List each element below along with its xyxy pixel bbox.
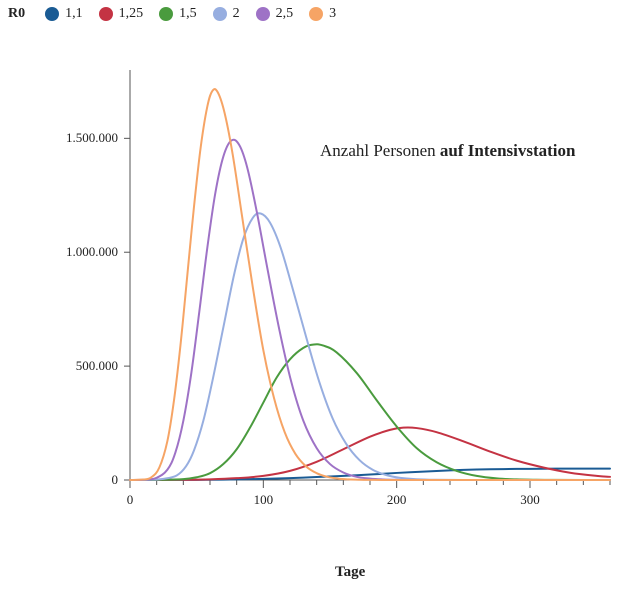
series-line — [130, 344, 610, 480]
series-line — [130, 427, 610, 480]
legend-swatch — [45, 7, 59, 21]
plot-svg: 0 100 200 300 — [120, 50, 620, 520]
annotation-prefix: Anzahl Personen — [320, 141, 440, 160]
x-axis-label: Tage — [335, 564, 365, 581]
legend-item: 1,1 — [45, 6, 83, 22]
y-tick-label: 1.000.000 — [66, 244, 118, 260]
legend-label: 1,1 — [65, 6, 83, 22]
legend-swatch — [99, 7, 113, 21]
legend-swatch — [213, 7, 227, 21]
chart-container: R0 1,1 1,25 1,5 2 2,5 3 0 100 200 300 Anzahl Per… — [0, 0, 632, 589]
svg-text:0: 0 — [127, 492, 134, 507]
legend-item: 3 — [309, 6, 336, 22]
legend-title: R0 — [8, 6, 25, 22]
legend-swatch — [159, 7, 173, 21]
legend-label: 2,5 — [276, 6, 294, 22]
legend-label: 1,25 — [119, 6, 144, 22]
y-tick-label: 1.500.000 — [66, 130, 118, 146]
legend-item: 2,5 — [256, 6, 294, 22]
y-tick-label: 500.000 — [76, 358, 118, 374]
legend-item: 2 — [213, 6, 240, 22]
y-tick-label: 0 — [112, 472, 119, 488]
plot-area: 0 100 200 300 — [120, 50, 620, 520]
legend-swatch — [309, 7, 323, 21]
legend-swatch — [256, 7, 270, 21]
svg-text:100: 100 — [254, 492, 273, 507]
annotation-text: Anzahl Personen auf Intensivstation — [320, 140, 580, 163]
svg-text:300: 300 — [520, 492, 540, 507]
annotation-bold: auf Intensivstation — [440, 141, 576, 160]
legend: R0 1,1 1,25 1,5 2 2,5 3 — [8, 6, 336, 22]
series-line — [130, 213, 610, 480]
legend-label: 2 — [233, 6, 240, 22]
legend-item: 1,25 — [99, 6, 144, 22]
svg-text:200: 200 — [387, 492, 407, 507]
legend-label: 1,5 — [179, 6, 197, 22]
legend-label: 3 — [329, 6, 336, 22]
legend-item: 1,5 — [159, 6, 197, 22]
